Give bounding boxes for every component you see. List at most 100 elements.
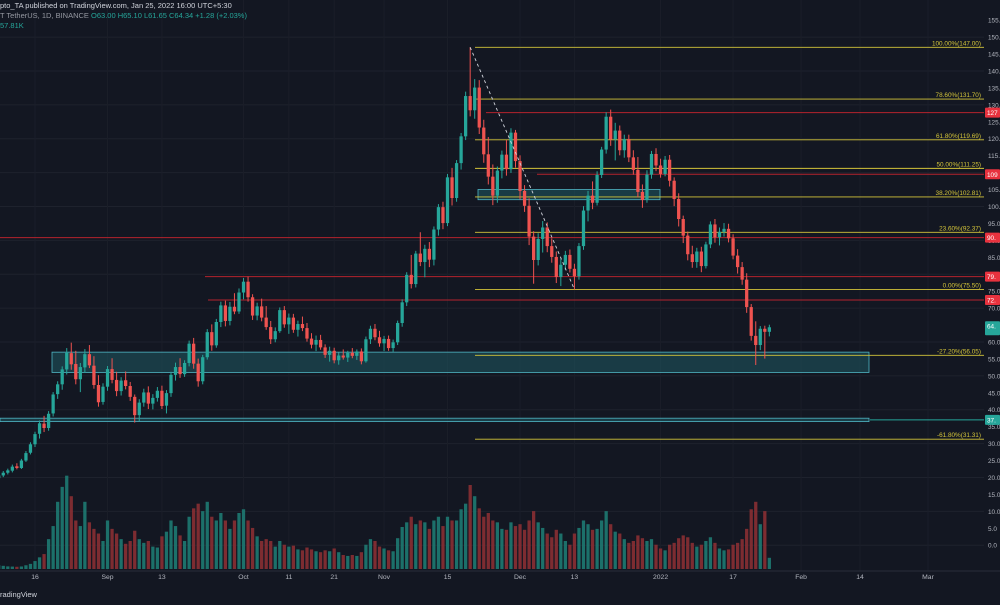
candle-body <box>618 131 621 151</box>
candle-body <box>47 414 50 428</box>
volume-bar <box>187 517 190 569</box>
candle-body <box>296 324 299 330</box>
candle-body <box>419 254 422 262</box>
volume-bar <box>464 504 467 569</box>
candle-body <box>187 344 190 363</box>
volume-bar <box>541 528 544 569</box>
price-tick-label: 25.0 <box>988 458 1000 465</box>
volume-bar <box>346 556 349 569</box>
volume-bar <box>577 528 580 569</box>
volume-bar <box>206 502 209 569</box>
candle-body <box>682 219 685 236</box>
candle-body <box>15 466 18 468</box>
candle-body <box>541 227 544 239</box>
volume-bar <box>659 548 662 569</box>
volume-bar <box>269 541 272 569</box>
volume-bar <box>351 555 354 569</box>
candle-body <box>310 339 313 345</box>
candle-body <box>138 403 141 416</box>
volume-bar <box>704 541 707 569</box>
price-tick-label: 40.0 <box>988 407 1000 414</box>
candle-body <box>11 467 14 471</box>
volume-bar <box>242 509 245 569</box>
volume-bar <box>722 550 725 569</box>
candle-body <box>455 163 458 198</box>
tradingview-brand[interactable]: radingView <box>0 590 37 599</box>
candle-body <box>641 192 644 200</box>
candle-body <box>564 255 567 265</box>
candle-body <box>663 160 666 174</box>
time-tick-label: 17 <box>729 574 737 581</box>
volume-bar <box>219 513 222 569</box>
volume-bar <box>736 543 739 569</box>
volume-bar <box>618 534 621 569</box>
candle-body <box>459 136 462 163</box>
time-tick-label: 13 <box>158 574 166 581</box>
volume-bar <box>518 524 521 569</box>
candle-body <box>469 96 472 110</box>
volume-bar <box>224 520 227 569</box>
candle-body <box>514 133 517 161</box>
level-price-tag-label: 109 <box>987 172 998 179</box>
volume-bar <box>2 566 5 569</box>
candle-body <box>754 336 757 345</box>
candle-body <box>156 391 159 398</box>
candle-body <box>274 331 277 339</box>
volume-bar <box>677 538 680 569</box>
volume-bar <box>623 539 626 569</box>
candle-body <box>119 381 122 392</box>
price-tick-label: 75.0 <box>988 289 1000 296</box>
volume-bar <box>750 509 753 569</box>
symbol-label[interactable]: T TetherUS, 1D, BINANCE <box>0 11 89 20</box>
candle-body <box>691 254 694 262</box>
price-tick-label: 115.0 <box>988 153 1000 160</box>
volume-bar <box>636 535 639 569</box>
candle-body <box>224 305 227 321</box>
volume-bar <box>668 545 671 569</box>
candle-body <box>591 196 594 203</box>
volume-bar <box>641 538 644 569</box>
volume-bar <box>11 567 14 569</box>
candle-body <box>410 275 413 284</box>
volume-bar <box>323 550 326 569</box>
volume-bar <box>573 534 576 569</box>
level-price-tag-label: 127 <box>987 110 998 117</box>
candle-body <box>401 302 404 323</box>
candle-body <box>314 340 317 345</box>
volume-bar <box>582 520 585 569</box>
price-tick-label: 120.0 <box>988 136 1000 143</box>
candle-body <box>278 310 281 331</box>
volume-bar <box>650 539 653 569</box>
fib-label: 38.20%(102.81) <box>936 190 981 197</box>
candle-body <box>287 318 290 325</box>
candle-body <box>673 181 676 199</box>
volume-bar <box>632 541 635 569</box>
volume-bar <box>686 537 689 569</box>
volume-bar <box>496 522 499 569</box>
candle-body <box>237 293 240 312</box>
volume-bar <box>364 545 367 569</box>
candle-body <box>70 353 73 364</box>
volume-bar <box>301 550 304 569</box>
candle-body <box>210 332 213 345</box>
volume-bar <box>319 552 322 569</box>
volume-bar <box>47 539 50 569</box>
volume-bar <box>210 517 213 569</box>
candle-body <box>391 342 394 348</box>
volume-bar <box>369 539 372 569</box>
candle-body <box>573 269 576 276</box>
volume-bar <box>65 476 68 569</box>
volume-bar <box>473 496 476 569</box>
time-tick-label: 14 <box>856 574 864 581</box>
volume-bar <box>138 539 141 569</box>
volume-bar <box>568 545 571 569</box>
price-axis[interactable]: 0.05.010.015.020.025.030.035.040.045.050… <box>985 0 1000 600</box>
price-tick-label: 85.0 <box>988 255 1000 262</box>
candle-body <box>183 363 186 374</box>
candle-body <box>133 397 136 415</box>
candle-body <box>192 344 195 364</box>
candle-body <box>373 329 376 337</box>
volume-bar <box>414 524 417 569</box>
candle-body <box>351 353 354 356</box>
